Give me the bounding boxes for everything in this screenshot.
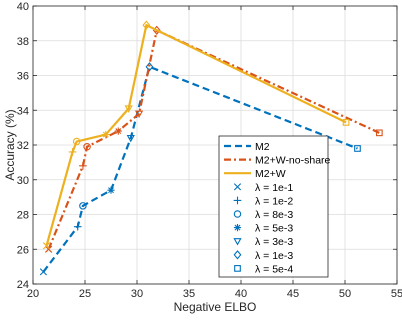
y-tick-label: 32 [17,140,29,152]
legend-label: λ = 8e-3 [255,209,293,221]
legend-label: M2+W-no-share [255,155,331,167]
x-tick-label: 30 [131,288,143,300]
legend-label: λ = 3e-3 [255,236,293,248]
series-m2 [39,62,361,276]
x-axis-label: Negative ELBO [174,300,257,314]
data-point [124,105,133,113]
series-m2-w [42,20,350,250]
data-point [72,137,81,146]
legend-entry: λ = 3e-3 [233,236,293,248]
x-tick-label: 55 [391,288,402,300]
legend-entry: λ = 1e-3 [233,250,293,262]
x-tick-label: 45 [287,288,299,300]
ticks-layer: 20 25 30 35 40 45 50 55 24 26 28 30 32 34 36 38 40 [17,1,402,300]
legend-entry: M2+W-no-share [224,155,331,167]
x-tick-label: 20 [27,288,39,300]
legend-marker-swatch [233,210,242,218]
series-line [47,29,380,250]
grid [32,5,398,285]
y-tick-label: 24 [17,279,29,291]
data-point [114,127,122,135]
legend-entry: λ = 5e-4 [234,263,293,275]
legend-entry: λ = 8e-3 [233,209,293,221]
x-tick-label: 25 [79,288,91,300]
y-axis-label: Accuracy (%) [3,109,17,180]
legend-marker-swatch [234,265,241,272]
legend-label: λ = 1e-1 [255,182,293,194]
x-tick-label: 40 [235,288,247,300]
data-point [42,242,51,250]
y-tick-label: 38 [17,36,29,48]
legend-marker-swatch [233,250,242,260]
data-point [142,20,151,30]
data-point [126,134,135,143]
y-tick-label: 30 [17,175,29,187]
legend-marker-swatch [233,224,242,232]
legend-label: λ = 1e-3 [255,250,293,262]
data-point [68,148,77,156]
legend-label: λ = 1e-2 [255,195,293,207]
legend-entry: λ = 1e-1 [233,182,293,194]
data-point [145,62,154,72]
y-tick-label: 34 [17,105,29,117]
data-point [107,186,115,194]
data-point [354,145,361,152]
data-point [45,245,53,253]
legend-label: λ = 5e-4 [255,263,293,275]
legend-entry: M2 [224,141,270,153]
data-point [375,129,383,137]
x-tick-label: 50 [339,288,351,300]
data-point [73,222,82,231]
legend-label: M2 [255,141,270,153]
y-tick-label: 36 [17,71,29,83]
legend-entry: λ = 1e-2 [233,195,293,207]
legend-entry: M2+W [224,168,286,180]
data-point [102,130,110,139]
data-point [342,119,350,126]
legend-label: λ = 5e-3 [255,223,293,235]
data-point [39,268,47,276]
data-point [83,142,91,151]
legend-marker-swatch [233,196,242,205]
data-point [134,110,144,119]
y-tick-label: 26 [17,244,29,256]
legend-marker-swatch [233,238,242,246]
legend-box [218,135,329,278]
x-tick-label: 35 [183,288,195,300]
data-point [79,162,87,170]
y-tick-label: 40 [17,1,29,13]
series-layer [39,20,383,276]
legend-marker-swatch [233,183,242,191]
y-tick-label: 28 [17,210,29,222]
data-point [79,202,87,210]
legend-entry: λ = 5e-3 [233,223,293,235]
legend-label: M2+W [255,168,286,180]
